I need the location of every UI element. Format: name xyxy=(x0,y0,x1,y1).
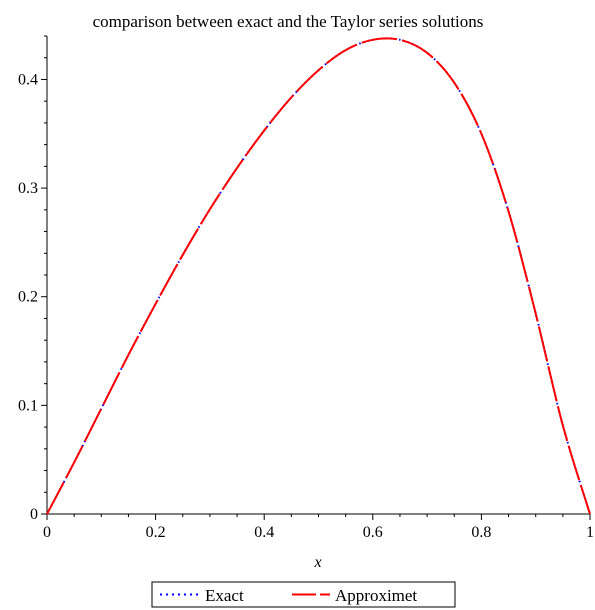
x-axis-ticks: 0 0.2 0.4 0.6 0.8 1 xyxy=(43,514,594,541)
x-tick-label: 0.4 xyxy=(254,524,274,541)
chart-title: comparison between exact and the Taylor … xyxy=(93,12,484,31)
legend-label-approximet: Approximet xyxy=(335,586,417,605)
x-tick-label: 0 xyxy=(43,524,51,541)
y-axis-ticks: 0 0.1 0.2 0.3 0.4 xyxy=(18,35,47,523)
x-axis-label: x xyxy=(313,554,321,571)
series-layer xyxy=(46,37,591,515)
series-line-approximet xyxy=(46,37,591,515)
y-tick-label: 0 xyxy=(30,506,38,523)
x-tick-label: 0.2 xyxy=(146,524,166,541)
axes xyxy=(46,36,590,515)
x-tick-label: 0.6 xyxy=(363,524,383,541)
x-tick-label: 1 xyxy=(586,524,594,541)
legend-label-exact: Exact xyxy=(205,586,244,605)
legend: Exact Approximet xyxy=(151,581,456,608)
y-tick-label: 0.4 xyxy=(18,71,38,88)
y-tick-label: 0.1 xyxy=(18,397,38,414)
x-tick-label: 0.8 xyxy=(471,524,491,541)
y-tick-label: 0.3 xyxy=(18,180,38,197)
y-tick-label: 0.2 xyxy=(18,289,38,306)
series-line-exact xyxy=(46,37,591,515)
